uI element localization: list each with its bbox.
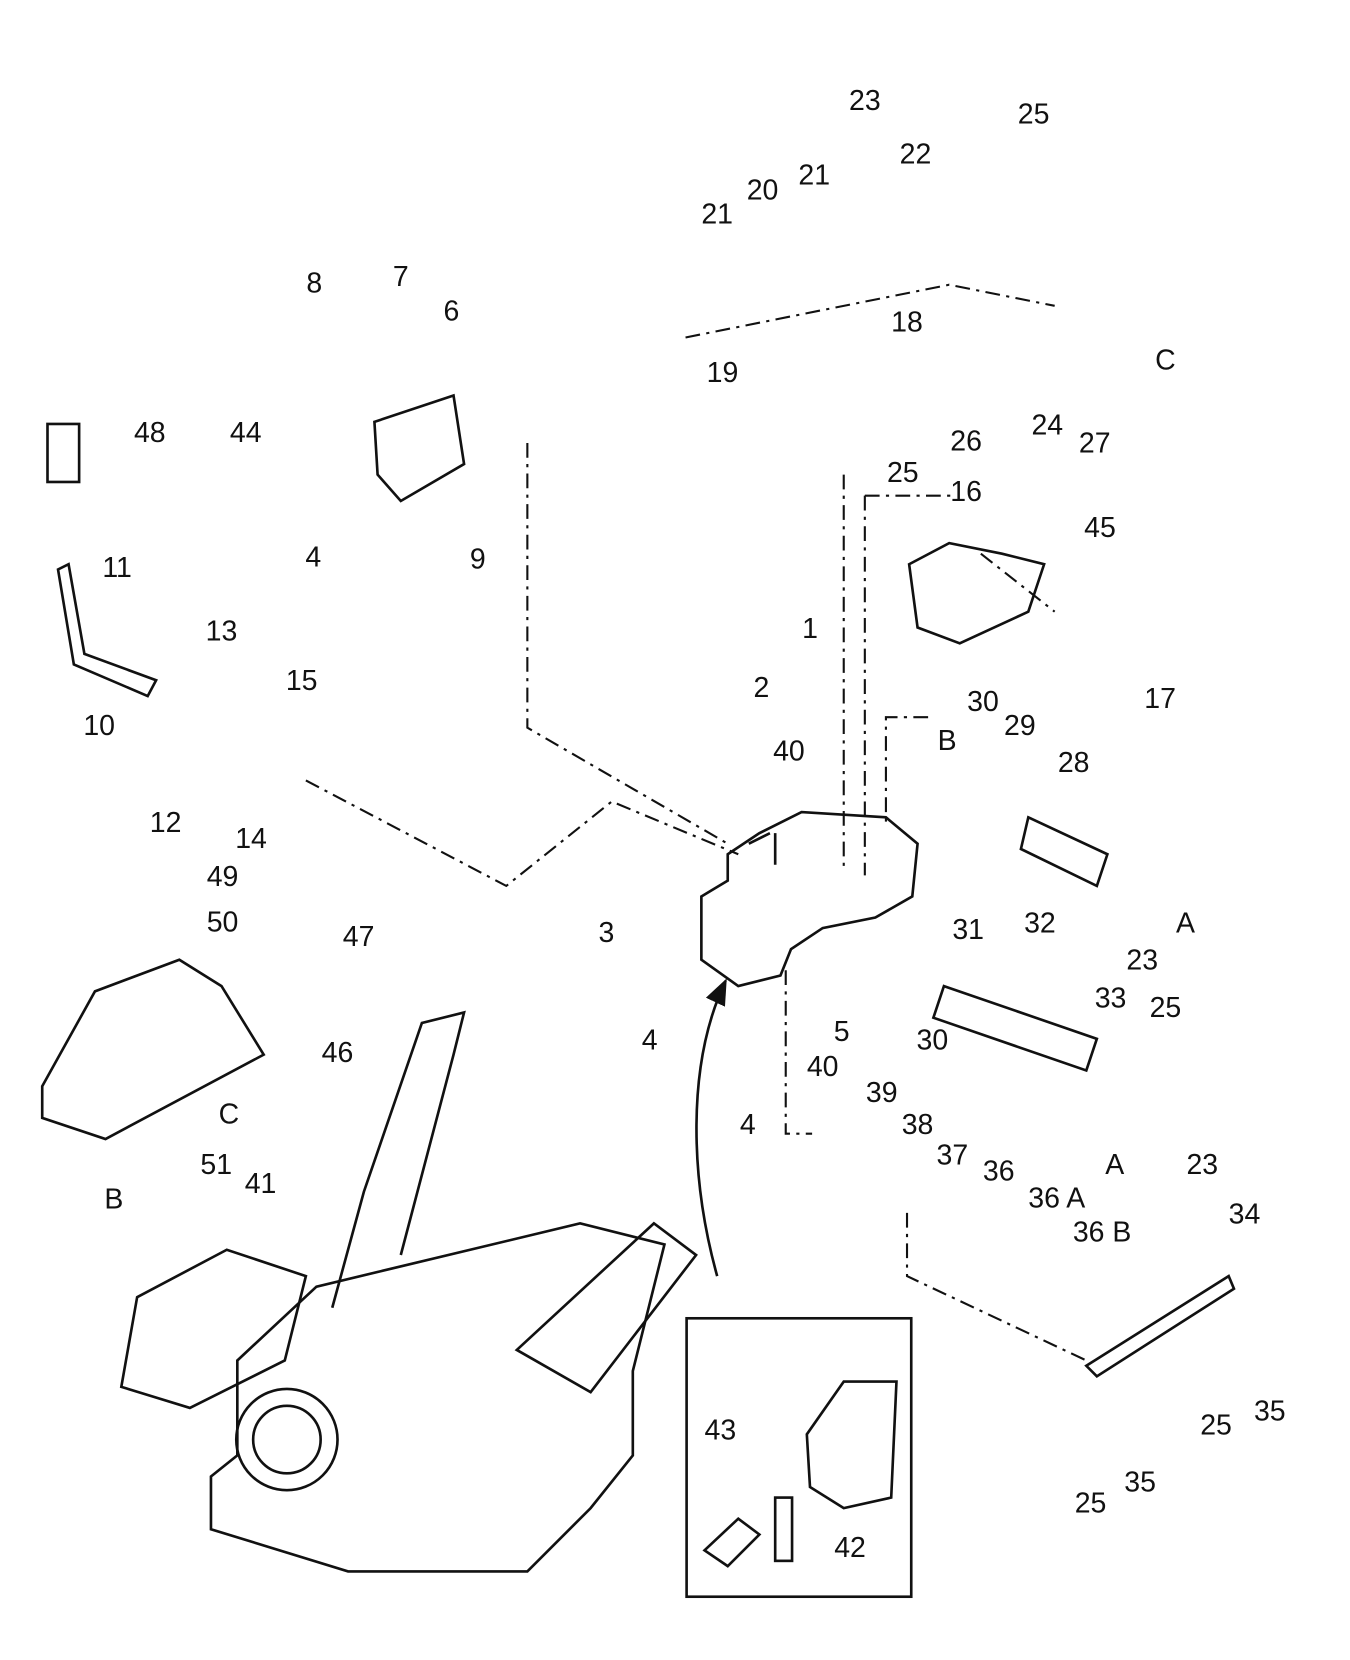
drawing [40,283,1236,1599]
callout-label: 23 [1126,944,1158,976]
callout-label: 20 [747,174,779,206]
callout-label: 25 [1018,99,1050,131]
callout-label: 3 [599,917,615,949]
callout-label: 49 [207,861,239,893]
callout-label: 44 [230,417,262,449]
callout-label: 25 [887,457,919,489]
callout-label: 14 [235,823,267,855]
callout-label: 21 [798,160,830,192]
callout-label: 23 [1186,1149,1218,1181]
callout-label: C [1155,344,1176,376]
callout-label: 21 [701,199,733,231]
callout-label: 40 [807,1051,839,1083]
callout-label: 45 [1084,512,1116,544]
callout-label: 32 [1024,907,1056,939]
callout-label: 2 [754,672,770,704]
callout-label: 4 [642,1024,658,1056]
callout-label: 51 [200,1149,232,1181]
callout-label: 15 [286,665,318,697]
callout-label: 36 [983,1155,1015,1187]
callout-label: 42 [834,1532,866,1564]
callout-label: 36 A [1028,1183,1085,1215]
callout-label: 34 [1229,1199,1261,1231]
callout-label: 5 [834,1016,850,1048]
callout-label: A [1176,907,1195,939]
callout-label: 18 [891,306,923,338]
callout-label: 31 [952,914,984,946]
callout-label: B [938,725,957,757]
callout-label: 25 [1150,992,1182,1024]
callout-label: 41 [245,1168,277,1200]
callout-label: 28 [1058,747,1090,779]
callout-label: 4 [740,1109,756,1141]
callout-label: 29 [1004,710,1036,742]
callout-label: 12 [150,807,182,839]
callout-label: 39 [866,1077,898,1109]
callout-label: 25 [1075,1487,1107,1519]
callout-label: 30 [967,686,999,718]
callout-label: 25 [1200,1409,1232,1441]
callout-label: 37 [937,1139,969,1171]
callout-label: 24 [1031,410,1063,442]
callout-label: 48 [134,417,166,449]
callout-label: 38 [902,1109,934,1141]
callout-label: 16 [950,476,982,508]
callout-label: 46 [322,1037,354,1069]
callout-label: 43 [705,1415,737,1447]
callout-label: 1 [802,613,818,645]
callout-label: 11 [102,552,132,584]
callout-label: 36 B [1073,1216,1132,1248]
callout-label: 27 [1079,428,1111,460]
callout-label: 22 [900,139,932,171]
callout-label: 50 [207,906,239,938]
callout-label: 17 [1144,683,1176,715]
callout-label: 40 [773,736,805,768]
callout-label: B [104,1184,123,1216]
callout-label: 8 [306,267,322,299]
callout-label: 7 [393,261,409,293]
callout-label: 47 [343,921,375,953]
callout-label: 9 [470,544,486,576]
callout-label: C [219,1098,240,1130]
callout-label: 6 [443,296,459,328]
callout-label: 10 [83,710,115,742]
callout-label: 26 [950,425,982,457]
callout-label: 23 [849,85,881,117]
callout-label: 35 [1254,1396,1286,1428]
callout-label: 19 [707,357,739,389]
callout-label: 33 [1095,982,1127,1014]
callout-label: 13 [206,615,238,647]
callout-label: A [1105,1149,1124,1181]
callout-label: 35 [1124,1466,1156,1498]
callout-label: 30 [916,1024,948,1056]
callout-label: 4 [305,541,321,573]
